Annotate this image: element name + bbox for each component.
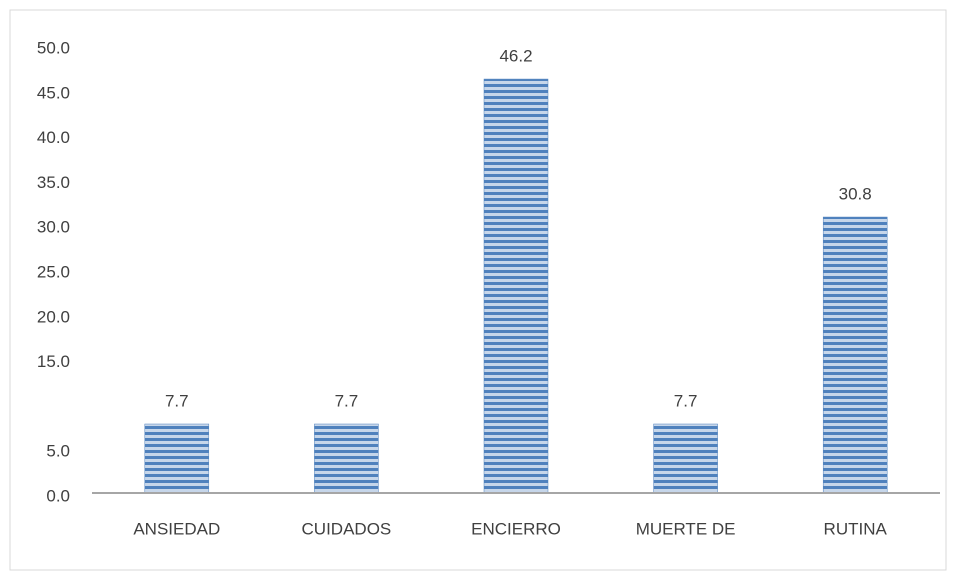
y-tick-label: 35.0 xyxy=(37,173,70,192)
y-tick-label: 30.0 xyxy=(37,218,70,237)
y-tick-label: 25.0 xyxy=(37,262,70,281)
y-tick-label: 20.0 xyxy=(37,307,70,326)
bar xyxy=(144,423,210,494)
bar xyxy=(483,78,549,494)
y-tick-label: 5.0 xyxy=(46,442,70,461)
bar xyxy=(314,423,379,494)
value-label: 46.2 xyxy=(499,47,532,66)
x-tick-label: CUIDADOS xyxy=(302,519,392,538)
x-tick-label: RUTINA xyxy=(824,519,888,538)
x-tick-label: MUERTE DE xyxy=(636,519,736,538)
y-tick-label: 45.0 xyxy=(37,83,70,102)
x-tick-label: ANSIEDAD xyxy=(133,519,220,538)
y-tick-label: 0.0 xyxy=(46,486,70,505)
bar xyxy=(822,216,888,494)
value-label: 7.7 xyxy=(674,391,698,410)
y-tick-label: 40.0 xyxy=(37,128,70,147)
value-label: 30.8 xyxy=(839,185,872,204)
y-tick-label: 50.0 xyxy=(37,38,70,57)
y-tick-label: 15.0 xyxy=(37,352,70,371)
x-tick-label: ENCIERRO xyxy=(471,519,561,538)
value-label: 7.7 xyxy=(165,391,189,410)
value-label: 7.7 xyxy=(335,391,359,410)
bar xyxy=(653,423,718,494)
